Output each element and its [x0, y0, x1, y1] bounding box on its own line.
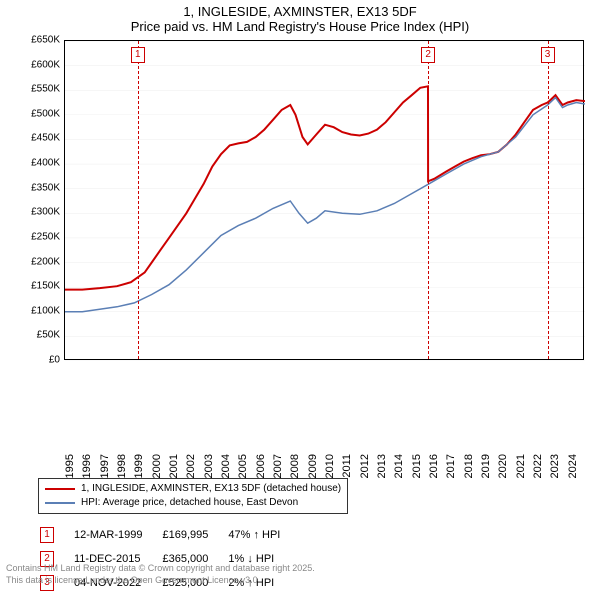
x-tick-label: 2024: [567, 454, 579, 478]
title-line-1: 1, INGLESIDE, AXMINSTER, EX13 5DF: [0, 4, 600, 19]
event-marker-box: 1: [131, 47, 145, 63]
x-tick-label: 2009: [307, 454, 319, 478]
event-marker-line: [428, 41, 429, 359]
y-tick-label: £250K: [2, 231, 60, 242]
event-date: 12-MAR-1999: [74, 524, 160, 546]
legend-row: HPI: Average price, detached house, East…: [45, 496, 341, 510]
y-tick-label: £650K: [2, 35, 60, 46]
x-tick-label: 2000: [151, 454, 163, 478]
x-tick-label: 2001: [168, 454, 180, 478]
y-tick-label: £100K: [2, 305, 60, 316]
x-tick-label: 2002: [185, 454, 197, 478]
legend: 1, INGLESIDE, AXMINSTER, EX13 5DF (detac…: [38, 478, 348, 514]
x-tick-label: 2003: [203, 454, 215, 478]
plot-svg: [65, 41, 585, 361]
event-marker-line: [548, 41, 549, 359]
x-tick-label: 2010: [324, 454, 336, 478]
x-tick-label: 1995: [64, 454, 76, 478]
x-tick-label: 2005: [237, 454, 249, 478]
x-tick-label: 1996: [81, 454, 93, 478]
event-delta: 47% ↑ HPI: [228, 524, 298, 546]
y-tick-label: £150K: [2, 281, 60, 292]
x-tick-label: 2011: [341, 454, 353, 478]
y-tick-label: £300K: [2, 207, 60, 218]
series-price_paid: [65, 86, 585, 289]
x-tick-label: 1999: [133, 454, 145, 478]
event-number-box: 1: [40, 527, 54, 543]
x-tick-label: 2007: [272, 454, 284, 478]
x-tick-label: 2020: [497, 454, 509, 478]
chart-title: 1, INGLESIDE, AXMINSTER, EX13 5DF Price …: [0, 0, 600, 34]
event-price: £169,995: [162, 524, 226, 546]
x-tick-label: 1997: [99, 454, 111, 478]
x-tick-label: 2021: [515, 454, 527, 478]
y-tick-label: £200K: [2, 256, 60, 267]
y-tick-label: £500K: [2, 108, 60, 119]
title-line-2: Price paid vs. HM Land Registry's House …: [0, 19, 600, 34]
y-tick-label: £0: [2, 355, 60, 366]
x-tick-label: 1998: [116, 454, 128, 478]
y-tick-label: £400K: [2, 158, 60, 169]
y-tick-label: £550K: [2, 84, 60, 95]
attribution: Contains HM Land Registry data © Crown c…: [6, 562, 315, 586]
event-marker-line: [138, 41, 139, 359]
series-hpi: [65, 98, 585, 312]
chart-area: £0£50K£100K£150K£200K£250K£300K£350K£400…: [36, 40, 596, 420]
x-tick-label: 2004: [220, 454, 232, 478]
y-tick-label: £600K: [2, 59, 60, 70]
plot-region: 1 2 3: [64, 40, 584, 360]
x-tick-label: 2014: [393, 454, 405, 478]
y-tick-label: £350K: [2, 182, 60, 193]
legend-row: 1, INGLESIDE, AXMINSTER, EX13 5DF (detac…: [45, 482, 341, 496]
x-tick-label: 2016: [428, 454, 440, 478]
x-tick-label: 2015: [411, 454, 423, 478]
legend-swatch: [45, 488, 75, 490]
y-tick-label: £50K: [2, 330, 60, 341]
x-tick-label: 2012: [359, 454, 371, 478]
attribution-line-1: Contains HM Land Registry data © Crown c…: [6, 562, 315, 574]
legend-label: 1, INGLESIDE, AXMINSTER, EX13 5DF (detac…: [81, 482, 341, 496]
x-tick-label: 2017: [445, 454, 457, 478]
x-tick-label: 2018: [463, 454, 475, 478]
x-tick-label: 2022: [532, 454, 544, 478]
x-tick-label: 2006: [255, 454, 267, 478]
event-marker-box: 2: [421, 47, 435, 63]
chart-container: 1, INGLESIDE, AXMINSTER, EX13 5DF Price …: [0, 0, 600, 590]
legend-label: HPI: Average price, detached house, East…: [81, 496, 298, 510]
attribution-line-2: This data is licensed under the Open Gov…: [6, 574, 315, 586]
x-tick-label: 2023: [549, 454, 561, 478]
x-tick-label: 2019: [480, 454, 492, 478]
x-tick-label: 2008: [289, 454, 301, 478]
legend-swatch: [45, 502, 75, 504]
events-row: 1 12-MAR-1999£169,99547% ↑ HPI: [40, 524, 298, 546]
event-marker-box: 3: [541, 47, 555, 63]
y-tick-label: £450K: [2, 133, 60, 144]
x-tick-label: 2013: [376, 454, 388, 478]
